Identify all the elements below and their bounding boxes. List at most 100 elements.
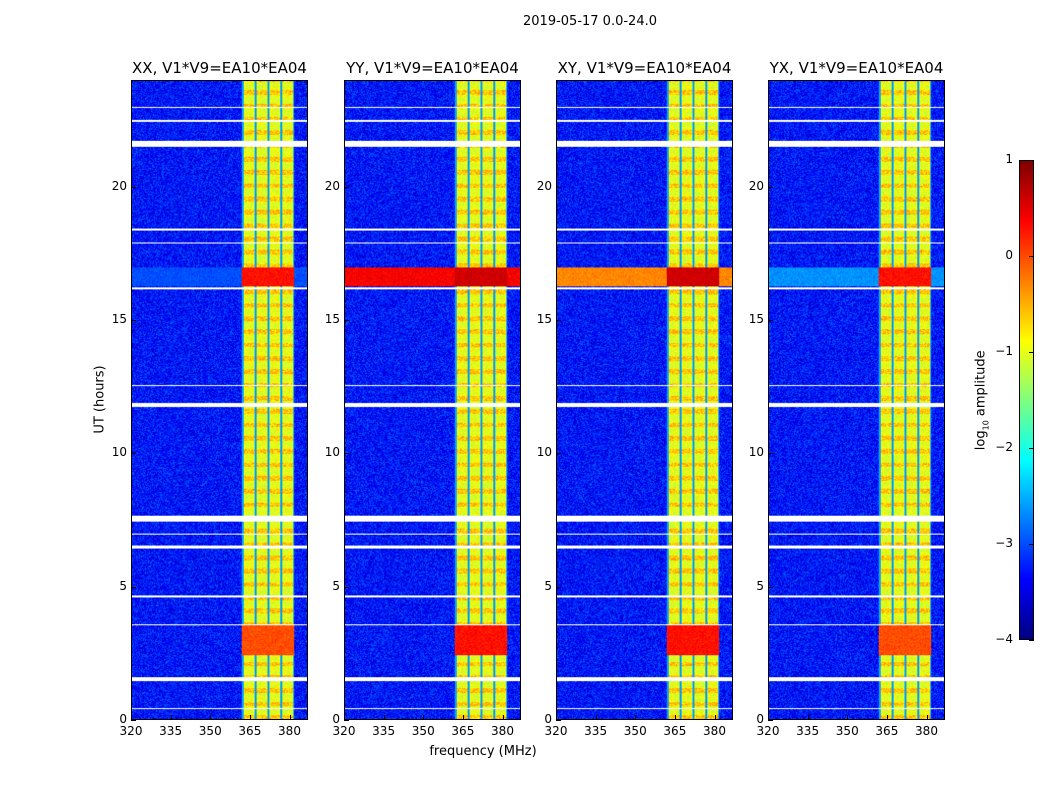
colorbar-tick-mark [1029,640,1034,641]
y-tick-label: 5 [119,578,127,593]
x-tick-label: 365 [663,724,687,738]
y-tick-label: 15 [324,312,340,326]
panel-title: YX, V1*V9=EA10*EA04 [769,59,944,77]
y-tick-mark [131,186,136,188]
y-tick-label: 10 [324,445,340,460]
heatmap-image [557,81,732,719]
heatmap-image [132,81,307,719]
heatmap-image [345,81,520,719]
colorbar-tick-label: −4 [995,632,1013,646]
heatmap-panel [344,80,521,720]
y-tick-mark [344,186,349,188]
x-tick-label: 335 [584,724,608,738]
y-tick-label: 0 [544,712,552,726]
y-axis-label: UT (hours) [92,365,108,434]
x-tick-mark [210,715,212,720]
x-tick-mark [462,715,464,720]
y-tick-mark [556,453,561,455]
x-tick-mark [847,715,849,720]
x-tick-label: 365 [238,724,262,738]
y-tick-mark [131,453,136,455]
y-tick-mark [556,186,561,188]
y-tick-label: 20 [324,178,340,193]
panel-title: XX, V1*V9=EA10*EA04 [132,59,307,77]
colorbar-tick-label: 0 [1005,248,1013,262]
x-tick-label: 350 [411,724,435,738]
y-tick-label: 10 [536,445,552,460]
x-tick-mark [635,715,637,720]
x-tick-mark [674,715,676,720]
x-tick-mark [383,715,385,720]
y-tick-mark [556,586,561,588]
x-tick-mark [249,715,251,720]
y-tick-label: 15 [748,312,764,326]
y-tick-label: 5 [332,578,340,593]
y-tick-label: 20 [536,178,552,193]
y-tick-mark [768,320,773,321]
colorbar-tick-label: −3 [995,536,1013,550]
y-tick-mark [768,453,773,455]
heatmap-panel [556,80,733,720]
x-tick-mark [170,715,172,720]
x-tick-mark [714,715,716,720]
colorbar-tick-mark [1029,256,1034,257]
colorbar-tick-mark [1029,448,1034,449]
x-tick-mark [423,715,425,720]
y-tick-mark [768,586,773,588]
colorbar-tick-mark [1029,544,1034,545]
colorbar-tick-mark [1029,160,1034,161]
x-tick-label: 335 [372,724,396,738]
x-tick-label: 380 [491,724,514,738]
panel-title: YY, V1*V9=EA10*EA04 [346,59,519,77]
x-tick-label: 320 [119,724,143,738]
x-tick-mark [926,715,928,720]
y-tick-mark [556,720,561,721]
y-tick-label: 10 [748,445,764,460]
y-tick-label: 5 [756,578,764,593]
y-tick-label: 15 [536,312,552,326]
x-tick-label: 365 [451,724,475,738]
x-tick-label: 335 [796,724,820,738]
y-tick-mark [344,320,349,321]
x-tick-mark [595,715,597,720]
colorbar [1019,160,1034,640]
x-axis-label: frequency (MHz) [429,744,537,759]
heatmap-panel [131,80,308,720]
x-tick-label: 350 [623,724,647,738]
x-tick-label: 320 [756,724,780,738]
x-tick-label: 350 [835,724,859,738]
colorbar-tick-mark [1029,352,1034,353]
x-tick-mark [768,715,769,720]
y-tick-mark [131,720,136,721]
x-tick-label: 350 [198,724,222,738]
y-tick-label: 0 [119,712,127,726]
y-tick-label: 5 [544,578,552,593]
y-tick-label: 0 [332,712,340,726]
figure-title: 2019-05-17 0.0-24.0 [523,14,657,29]
y-tick-label: 20 [748,178,764,193]
x-tick-label: 335 [159,724,183,738]
y-tick-mark [131,320,136,321]
x-tick-mark [502,715,504,720]
colorbar-tick-label: 1 [1005,152,1013,166]
x-tick-mark [886,715,888,720]
x-tick-label: 380 [703,724,726,738]
x-tick-mark [131,715,132,720]
x-tick-label: 320 [332,724,356,738]
y-tick-mark [768,186,773,188]
y-tick-label: 15 [111,312,127,326]
x-tick-mark [289,715,291,720]
x-tick-label: 380 [915,724,938,738]
y-tick-mark [344,720,349,721]
y-tick-mark [344,586,349,588]
x-tick-mark [556,715,557,720]
heatmap-image [769,81,944,719]
x-tick-label: 320 [544,724,568,738]
x-tick-label: 380 [278,724,301,738]
colorbar-tick-label: −2 [995,440,1013,454]
heatmap-panel [768,80,945,720]
x-tick-mark [344,715,345,720]
y-tick-label: 0 [756,712,764,726]
y-tick-mark [131,586,136,588]
